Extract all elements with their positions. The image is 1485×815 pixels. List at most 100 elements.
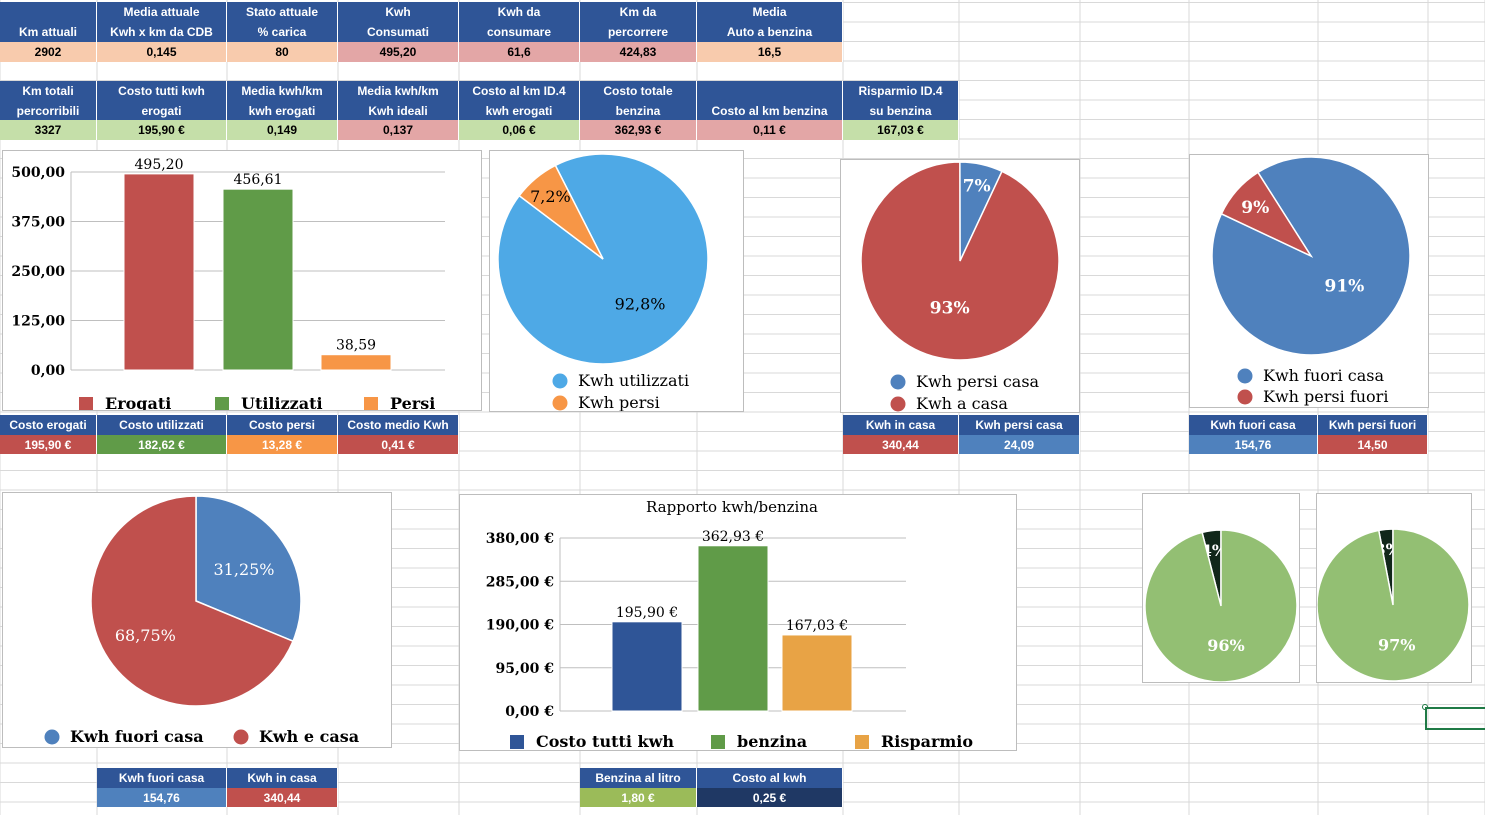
header-cell[interactable]: Km attuali bbox=[0, 22, 97, 42]
value-cell[interactable]: 340,44 bbox=[843, 435, 959, 454]
pie-slice bbox=[1144, 529, 1298, 683]
value-cell[interactable]: 340,44 bbox=[227, 788, 338, 807]
header-cell[interactable]: Costo al kwh bbox=[697, 768, 843, 788]
chart-dc-loss-pie[interactable]: Perdite DC4%96% bbox=[1099, 479, 1300, 683]
header-cell[interactable]: percorrere bbox=[580, 22, 697, 42]
header-cell[interactable]: Risparmio ID.4 bbox=[843, 81, 959, 101]
chart-home-pie[interactable]: 7% 93% Kwh persi casa Kwh a casa bbox=[840, 159, 1080, 413]
value-cell[interactable]: 0,11 € bbox=[697, 120, 843, 140]
chart-kwh-used-pie[interactable]: 92,8% 7,2% Kwh utilizzati Kwh persi bbox=[489, 150, 744, 412]
header-cell[interactable]: Km totali bbox=[0, 81, 97, 101]
header-cell[interactable] bbox=[697, 81, 843, 101]
header-cell[interactable]: consumare bbox=[459, 22, 580, 42]
value-cell[interactable]: 182,62 € bbox=[97, 435, 227, 454]
header-cell[interactable]: Kwh da bbox=[459, 2, 580, 22]
header-cell[interactable]: Auto a benzina bbox=[697, 22, 843, 42]
value-cell[interactable]: 362,93 € bbox=[580, 120, 697, 140]
y-tick-label: 500,00 bbox=[11, 165, 65, 181]
value-cell[interactable]: 154,76 bbox=[97, 788, 227, 807]
slice-label: 7,2% bbox=[530, 187, 571, 206]
header-cell[interactable]: Media kwh/km bbox=[227, 81, 338, 101]
legend-label: Kwh fuori casa bbox=[1263, 366, 1384, 385]
header-cell[interactable]: Kwh x km da CDB bbox=[97, 22, 227, 42]
value-cell[interactable]: 0,25 € bbox=[697, 788, 843, 807]
value-cell[interactable]: 0,41 € bbox=[338, 435, 459, 454]
header-cell[interactable]: erogati bbox=[97, 101, 227, 121]
value-cell[interactable]: 80 bbox=[227, 42, 338, 62]
legend-label: Kwh e casa bbox=[259, 727, 359, 746]
y-tick-label: 285,00 € bbox=[486, 574, 554, 590]
legend-marker bbox=[890, 396, 906, 412]
value-cell[interactable]: 61,6 bbox=[459, 42, 580, 62]
header-cell[interactable]: Consumati bbox=[338, 22, 459, 42]
pie-slice bbox=[195, 495, 302, 643]
header-cell[interactable]: Costo persi bbox=[227, 415, 338, 435]
value-cell[interactable]: 0,145 bbox=[97, 42, 227, 62]
header-cell[interactable]: Costo erogati bbox=[0, 415, 97, 435]
y-tick-label: 375,00 bbox=[11, 215, 65, 231]
header-cell[interactable]: Km da bbox=[580, 2, 697, 22]
value-cell[interactable]: 1,80 € bbox=[580, 788, 697, 807]
header-cell[interactable]: kwh erogati bbox=[459, 101, 580, 121]
pie-slice bbox=[518, 164, 604, 260]
header-cell[interactable]: Kwh ideali bbox=[338, 101, 459, 121]
chart-kwh-bar[interactable]: 500,00 375,00 250,00 125,00 0,00 495,20 456,61… bbox=[2, 150, 482, 413]
header-cell[interactable]: su benzina bbox=[843, 101, 959, 121]
header-cell[interactable]: Benzina al litro bbox=[580, 768, 697, 788]
value-cell[interactable]: 16,5 bbox=[697, 42, 843, 62]
value-cell[interactable]: 424,83 bbox=[580, 42, 697, 62]
data-label: 362,93 € bbox=[702, 529, 764, 545]
header-cell[interactable]: Kwh persi casa bbox=[959, 415, 1080, 435]
slice-label: 96% bbox=[1207, 636, 1244, 655]
bar-persi bbox=[320, 354, 392, 371]
legend-swatch bbox=[855, 735, 869, 749]
header-cell[interactable]: Kwh bbox=[338, 2, 459, 22]
value-cell[interactable]: 0,06 € bbox=[459, 120, 580, 140]
value-cell[interactable]: 167,03 € bbox=[843, 120, 959, 140]
y-tick-label: 125,00 bbox=[11, 314, 65, 330]
value-cell[interactable]: 154,76 bbox=[1189, 435, 1318, 454]
chart-ac-loss-pie[interactable]: Perdite AC3%97% bbox=[1273, 479, 1472, 683]
value-cell[interactable]: 14,50 bbox=[1318, 435, 1428, 454]
header-cell[interactable]: percorribili bbox=[0, 101, 97, 121]
value-cell[interactable]: 2902 bbox=[0, 42, 97, 62]
header-cell[interactable] bbox=[0, 2, 97, 22]
header-cell[interactable]: % carica bbox=[227, 22, 338, 42]
legend-marker bbox=[552, 395, 568, 411]
slice-label: 92,8% bbox=[615, 294, 666, 313]
header-cell[interactable]: Kwh in casa bbox=[843, 415, 959, 435]
header-cell[interactable]: Media bbox=[697, 2, 843, 22]
value-cell[interactable]: 195,90 € bbox=[0, 435, 97, 454]
chart-location-pie[interactable]: 31,25% 68,75% Kwh fuori casa Kwh e casa bbox=[2, 492, 392, 748]
value-cell[interactable]: 495,20 bbox=[338, 42, 459, 62]
value-cell[interactable]: 13,28 € bbox=[227, 435, 338, 454]
value-cell[interactable]: 3327 bbox=[0, 120, 97, 140]
legend-label: Kwh utilizzati bbox=[578, 371, 689, 390]
header-cell[interactable]: benzina bbox=[580, 101, 697, 121]
value-cell[interactable]: 0,149 bbox=[227, 120, 338, 140]
header-cell[interactable]: Media kwh/km bbox=[338, 81, 459, 101]
value-cell[interactable]: 0,137 bbox=[338, 120, 459, 140]
chart-away-pie[interactable]: 91% 9% Kwh fuori casa Kwh persi fuori bbox=[1189, 154, 1429, 408]
chart-kwh-vs-petrol-bar[interactable]: Rapporto kwh/benzina 380,00 € 285,00 € 190,… bbox=[459, 494, 1017, 751]
chart-title: Perdite DC bbox=[1143, 494, 1187, 498]
header-cell[interactable]: Costo al km benzina bbox=[697, 101, 843, 121]
value-cell[interactable]: 195,90 € bbox=[97, 120, 227, 140]
header-cell[interactable]: Media attuale bbox=[97, 2, 227, 22]
selected-cell[interactable] bbox=[1425, 707, 1485, 730]
value-cell[interactable]: 24,09 bbox=[959, 435, 1080, 454]
legend-label: Kwh a casa bbox=[916, 394, 1008, 412]
header-cell[interactable]: Kwh in casa bbox=[227, 768, 338, 788]
slice-label: 97% bbox=[1378, 635, 1415, 654]
header-cell[interactable]: Costo medio Kwh bbox=[338, 415, 459, 435]
header-cell[interactable]: Costo tutti kwh bbox=[97, 81, 227, 101]
header-cell[interactable]: Kwh fuori casa bbox=[1189, 415, 1318, 435]
legend-swatch bbox=[364, 397, 378, 411]
header-cell[interactable]: kwh erogati bbox=[227, 101, 338, 121]
header-cell[interactable]: Kwh fuori casa bbox=[97, 768, 227, 788]
header-cell[interactable]: Stato attuale bbox=[227, 2, 338, 22]
header-cell[interactable]: Kwh persi fuori bbox=[1318, 415, 1428, 435]
header-cell[interactable]: Costo utilizzati bbox=[97, 415, 227, 435]
header-cell[interactable]: Costo totale bbox=[580, 81, 697, 101]
header-cell[interactable]: Costo al km ID.4 bbox=[459, 81, 580, 101]
